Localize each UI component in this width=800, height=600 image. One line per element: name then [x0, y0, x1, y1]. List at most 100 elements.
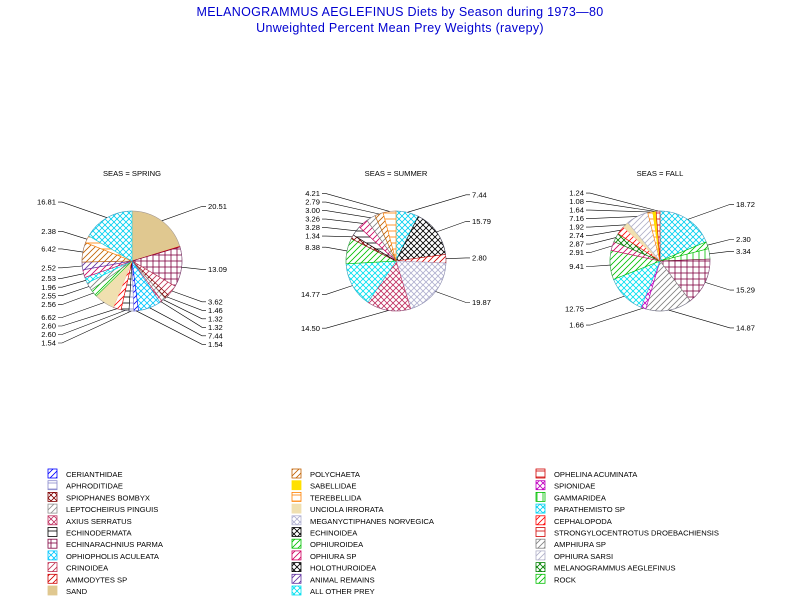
data-label: 15.29 [736, 286, 755, 295]
pie-title: SEAS = FALL [637, 169, 684, 178]
legend-label: OPHIURA SARSI [554, 552, 613, 561]
data-label: 14.77 [301, 290, 320, 299]
leader-line [435, 291, 470, 303]
data-label: 1.54 [41, 339, 56, 348]
legend-item: AMMODYTES SP [47, 573, 127, 584]
leader-line [407, 194, 470, 213]
data-label: 14.87 [736, 324, 755, 333]
data-label: 1.96 [41, 283, 56, 292]
legend-swatch [47, 480, 58, 491]
legend-swatch [47, 573, 58, 584]
leader-line [322, 285, 353, 295]
legend-item: MELANOGRAMMUS AEGLEFINUS [535, 562, 676, 573]
leader-line [586, 264, 611, 267]
legend-item: MEGANYCTIPHANES NORVEGICA [291, 515, 435, 526]
legend-label: SABELLIDAE [310, 482, 356, 491]
legend-swatch [291, 468, 302, 479]
leader-line [322, 210, 371, 219]
leader-line [322, 201, 380, 215]
data-label: 2.52 [41, 263, 56, 272]
legend-item: SPIOPHANES BOMBYX [47, 491, 150, 502]
legend-swatch [291, 585, 302, 596]
data-label: 13.09 [208, 265, 227, 274]
data-label: 2.60 [41, 322, 56, 331]
legend-swatch [535, 491, 546, 502]
data-label: 18.72 [736, 200, 755, 209]
leader-line [586, 209, 651, 213]
legend-swatch [291, 527, 302, 537]
leader-line [586, 201, 655, 212]
legend-label: ECHINOIDEA [310, 529, 358, 538]
leader-line [586, 192, 659, 212]
legend-label: SPIOPHANES BOMBYX [66, 493, 150, 502]
data-label: 7.44 [472, 190, 487, 199]
legend-item: ECHINOIDEA [291, 527, 358, 538]
data-label: 20.51 [208, 202, 227, 211]
legend-label: STRONGYLOCENTROTUS DROEBACHIENSIS [554, 529, 719, 538]
legend-swatch [291, 515, 302, 526]
legend-label: AMMODYTES SP [66, 575, 127, 584]
data-label: 2.53 [41, 274, 56, 283]
legend-item: ALL OTHER PREY [291, 585, 375, 596]
data-label: 3.34 [736, 247, 751, 256]
legend-label: POLYCHAETA [310, 470, 361, 479]
data-label: 2.55 [41, 291, 56, 300]
leader-line [171, 290, 206, 303]
legend-item: ECHINODERMATA [47, 527, 132, 538]
leader-line [322, 310, 389, 329]
legend-swatch [535, 515, 546, 526]
legend-label: OPHELINA ACUMINATA [554, 470, 638, 479]
legend-item: OPHIOPHOLIS ACULEATA [47, 550, 160, 561]
legend-label: CEPHALOPODA [554, 517, 613, 526]
leader-line [436, 221, 470, 233]
data-label: 2.74 [569, 231, 584, 240]
pie-outline [81, 210, 183, 312]
leader-line [163, 299, 206, 320]
legend-item: SPIONIDAE [535, 480, 595, 491]
legend-swatch [47, 562, 58, 572]
legend-item: OPHELINA ACUMINATA [535, 468, 638, 479]
legend-item: ECHINARACHNIUS PARMA [47, 538, 164, 549]
data-label: 2.91 [569, 248, 584, 257]
data-label: 2.80 [472, 254, 487, 263]
legend-swatch [535, 468, 546, 479]
leader-line [586, 295, 625, 310]
data-label: 3.26 [305, 215, 320, 224]
leader-line [322, 193, 390, 212]
legend-label: HOLOTHUROIDEA [310, 564, 377, 573]
data-label: 1.66 [569, 321, 584, 330]
legend-label: UNCIOLA IRRORATA [310, 505, 384, 514]
data-label: 19.87 [472, 298, 491, 307]
legend-swatch [535, 562, 546, 572]
data-label: 8.38 [305, 243, 320, 252]
data-label: 12.75 [565, 304, 584, 313]
legend-swatch [535, 503, 546, 514]
leader-line [322, 235, 353, 238]
legend-label: OPHIURA SP [310, 552, 356, 561]
leader-line [586, 307, 644, 326]
leader-line [58, 231, 88, 240]
legend-item: PARATHEMISTO SP [535, 503, 625, 514]
legend-label: OPHIUROIDEA [310, 540, 364, 549]
chart-title: MELANOGRAMMUS AEGLEFINUS Diets by Season… [196, 5, 604, 19]
data-label: 1.54 [208, 340, 223, 349]
data-label: 2.60 [41, 330, 56, 339]
legend-swatch [291, 503, 302, 514]
leader-line [709, 251, 734, 255]
legend-label: AXIUS SERRATUS [66, 517, 132, 526]
legend-swatch [47, 515, 58, 526]
legend-item: OPHIURA SP [291, 550, 356, 561]
leader-line [58, 201, 108, 218]
leader-line [58, 302, 105, 318]
legend-label: PARATHEMISTO SP [554, 505, 625, 514]
pie-title: SEAS = SPRING [103, 169, 161, 178]
legend: CERIANTHIDAE APHRODITIDAE SPIOPHANES BOMBY… [47, 468, 719, 596]
legend-label: LEPTOCHEIRUS PINGUIS [66, 505, 158, 514]
legend-label: ANIMAL REMAINS [310, 575, 375, 584]
legend-item: POLYCHAETA [291, 468, 361, 479]
legend-label: ALL OTHER PREY [310, 587, 375, 596]
pie-0: SEAS = SPRING20.5113.093.621.461.321.327… [37, 169, 227, 349]
pie-2: SEAS = FALL18.722.303.3415.2914.871.241.… [565, 169, 755, 333]
legend-label: ECHINARACHNIUS PARMA [66, 540, 164, 549]
